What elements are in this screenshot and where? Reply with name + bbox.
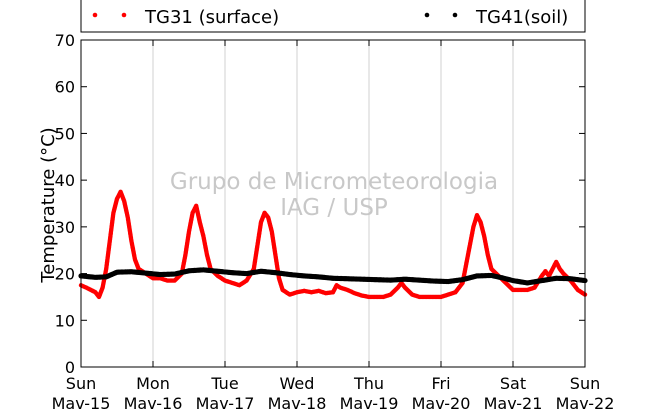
x-tick-label-date: Mav-19 xyxy=(340,394,399,409)
x-tick-label-date: Mav-20 xyxy=(412,394,471,409)
x-tick-label-date: Mav-21 xyxy=(484,394,543,409)
y-tick-label: 0 xyxy=(65,358,75,377)
legend-marker-tg41 xyxy=(424,12,430,18)
y-tick-label: 30 xyxy=(55,218,75,237)
axis-ticks: SunMav-15MonMav-16TueMav-17WedMav-18ThuM… xyxy=(52,31,615,409)
x-tick-label-date: Mav-17 xyxy=(196,394,255,409)
legend-box xyxy=(80,0,586,33)
legend-marker-tg31 xyxy=(92,12,98,18)
x-tick-label-day: Tue xyxy=(210,374,238,393)
legend-label-tg41: TG41(soil) xyxy=(475,7,568,28)
watermark: Grupo de Micrometeorologia IAG / USP xyxy=(170,169,498,221)
grid-lines xyxy=(152,40,514,367)
x-tick-label-date: Mav-22 xyxy=(556,394,615,409)
legend: TG31 (surface) TG41(soil) xyxy=(80,0,586,33)
x-tick-label-day: Wed xyxy=(280,374,315,393)
watermark-line-2: IAG / USP xyxy=(280,195,388,221)
x-tick-label-day: Thu xyxy=(353,374,384,393)
x-tick-label-date: Mav-15 xyxy=(52,394,111,409)
watermark-line-1: Grupo de Micrometeorologia xyxy=(170,169,498,195)
y-tick-label: 60 xyxy=(55,78,75,97)
y-tick-label: 40 xyxy=(55,171,75,190)
y-tick-label: 50 xyxy=(55,124,75,143)
x-tick-label-day: Fri xyxy=(431,374,450,393)
x-tick-label-date: Mav-18 xyxy=(268,394,327,409)
y-tick-label: 70 xyxy=(55,31,75,50)
legend-marker-tg31 xyxy=(121,12,127,18)
y-axis-label: Temperature (°C) xyxy=(38,127,59,283)
x-tick-label-day: Mon xyxy=(136,374,170,393)
legend-label-tg31: TG31 (surface) xyxy=(144,7,279,28)
plot-frame xyxy=(81,40,585,367)
x-tick-label-day: Sun xyxy=(66,374,96,393)
y-tick-label: 20 xyxy=(55,265,75,284)
x-tick-label-day: Sun xyxy=(570,374,600,393)
plot-area: Grupo de Micrometeorologia IAG / USP Sun… xyxy=(52,31,615,409)
series-tg41 xyxy=(78,267,588,286)
y-tick-label: 10 xyxy=(55,311,75,330)
x-tick-label-date: Mav-16 xyxy=(124,394,183,409)
legend-marker-tg41 xyxy=(452,12,458,18)
plot-border xyxy=(80,39,586,368)
series xyxy=(78,189,588,300)
x-tick-label-day: Sat xyxy=(500,374,526,393)
